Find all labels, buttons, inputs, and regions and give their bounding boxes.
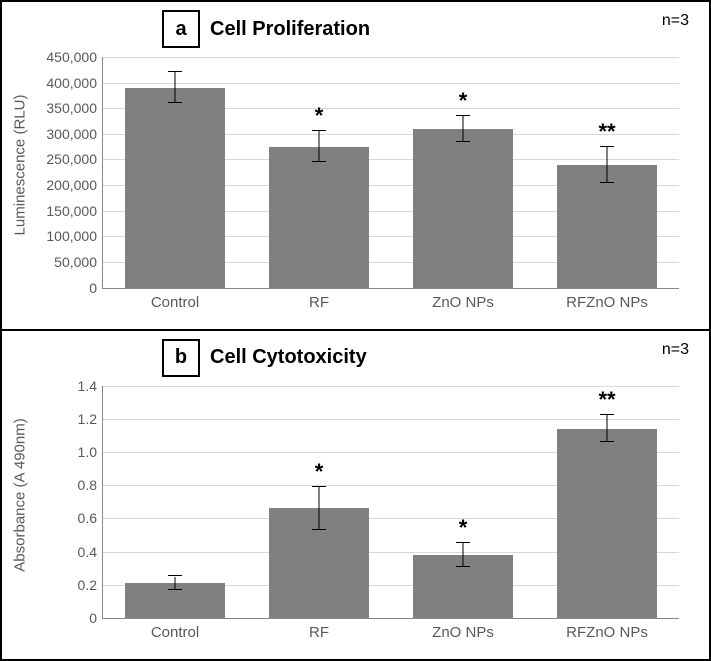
bar: [557, 165, 658, 288]
y-tick-label: 1.2: [78, 411, 103, 427]
panel-a-chart: 050,000100,000150,000200,000250,000300,0…: [102, 57, 679, 289]
category-label: RF: [309, 624, 329, 641]
y-tick-label: 150,000: [46, 203, 103, 219]
panel-a: a Cell Proliferation n=3 Luminescence (R…: [2, 2, 709, 331]
error-cap: [456, 566, 470, 567]
error-bar: [607, 415, 608, 442]
panel-a-header: a Cell Proliferation: [162, 10, 370, 48]
category-label: ZnO NPs: [432, 294, 494, 311]
error-cap: [456, 115, 470, 116]
y-tick-label: 450,000: [46, 49, 103, 65]
bar-slot: **RFZnO NPs: [535, 57, 679, 288]
panel-b: b Cell Cytotoxicity n=3 Absorbance (A 49…: [2, 331, 709, 660]
bar: [557, 429, 658, 618]
y-tick-label: 100,000: [46, 228, 103, 244]
panel-a-n-label: n=3: [662, 12, 689, 30]
panel-a-plot: 050,000100,000150,000200,000250,000300,0…: [102, 57, 679, 289]
significance-marker: **: [598, 387, 615, 413]
error-bar: [175, 72, 176, 103]
bar-slot: *ZnO NPs: [391, 386, 535, 619]
panel-a-letter: a: [162, 10, 200, 48]
error-cap: [168, 71, 182, 72]
bar-slot: Control: [103, 386, 247, 619]
error-bar: [463, 543, 464, 566]
error-bar: [319, 131, 320, 162]
bar-slot: Control: [103, 57, 247, 288]
category-label: RFZnO NPs: [566, 294, 648, 311]
y-tick-label: 0: [89, 280, 103, 296]
error-cap: [312, 161, 326, 162]
figure-container: a Cell Proliferation n=3 Luminescence (R…: [0, 0, 711, 661]
category-label: RFZnO NPs: [566, 624, 648, 641]
panel-b-plot: 00.20.40.60.81.01.21.4Control*RF*ZnO NPs…: [102, 386, 679, 620]
panel-b-header: b Cell Cytotoxicity: [162, 339, 367, 377]
category-label: Control: [151, 624, 199, 641]
bar-slot: **RFZnO NPs: [535, 386, 679, 619]
significance-marker: *: [459, 88, 468, 114]
y-tick-label: 0.6: [78, 510, 103, 526]
error-bar: [607, 147, 608, 183]
significance-marker: *: [315, 103, 324, 129]
error-bar: [463, 116, 464, 142]
panel-a-yaxis-title: Luminescence (RLU): [12, 95, 29, 236]
y-tick-label: 1.4: [78, 378, 103, 394]
y-tick-label: 350,000: [46, 100, 103, 116]
y-tick-label: 0: [89, 610, 103, 626]
y-tick-label: 0.4: [78, 544, 103, 560]
bars-container: Control*RF*ZnO NPs**RFZnO NPs: [103, 57, 679, 288]
panel-b-letter: b: [162, 339, 200, 377]
category-label: ZnO NPs: [432, 624, 494, 641]
category-label: Control: [151, 294, 199, 311]
error-cap: [312, 130, 326, 131]
error-cap: [312, 486, 326, 487]
y-tick-label: 1.0: [78, 444, 103, 460]
bar-slot: *RF: [247, 57, 391, 288]
significance-marker: *: [315, 459, 324, 485]
bar: [269, 147, 370, 288]
significance-marker: **: [598, 119, 615, 145]
error-cap: [312, 529, 326, 530]
panel-b-title: Cell Cytotoxicity: [210, 346, 367, 369]
error-cap: [168, 575, 182, 576]
panel-b-n-label: n=3: [662, 341, 689, 359]
bar-slot: *ZnO NPs: [391, 57, 535, 288]
error-cap: [600, 182, 614, 183]
bar: [413, 129, 514, 288]
error-cap: [456, 542, 470, 543]
bar-slot: *RF: [247, 386, 391, 619]
bars-container: Control*RF*ZnO NPs**RFZnO NPs: [103, 386, 679, 619]
error-cap: [600, 414, 614, 415]
category-label: RF: [309, 294, 329, 311]
error-cap: [168, 589, 182, 590]
error-bar: [175, 577, 176, 590]
y-tick-label: 300,000: [46, 126, 103, 142]
error-cap: [168, 102, 182, 103]
error-cap: [600, 146, 614, 147]
y-tick-label: 50,000: [54, 254, 103, 270]
y-tick-label: 0.2: [78, 577, 103, 593]
error-cap: [456, 141, 470, 142]
y-tick-label: 400,000: [46, 75, 103, 91]
error-cap: [600, 441, 614, 442]
y-tick-label: 250,000: [46, 151, 103, 167]
panel-b-yaxis-title: Absorbance (A 490nm): [12, 418, 29, 571]
bar: [125, 88, 226, 288]
y-tick-label: 0.8: [78, 477, 103, 493]
significance-marker: *: [459, 515, 468, 541]
y-tick-label: 200,000: [46, 177, 103, 193]
panel-b-chart: 00.20.40.60.81.01.21.4Control*RF*ZnO NPs…: [102, 386, 679, 620]
error-bar: [319, 487, 320, 530]
panel-a-title: Cell Proliferation: [210, 18, 370, 41]
